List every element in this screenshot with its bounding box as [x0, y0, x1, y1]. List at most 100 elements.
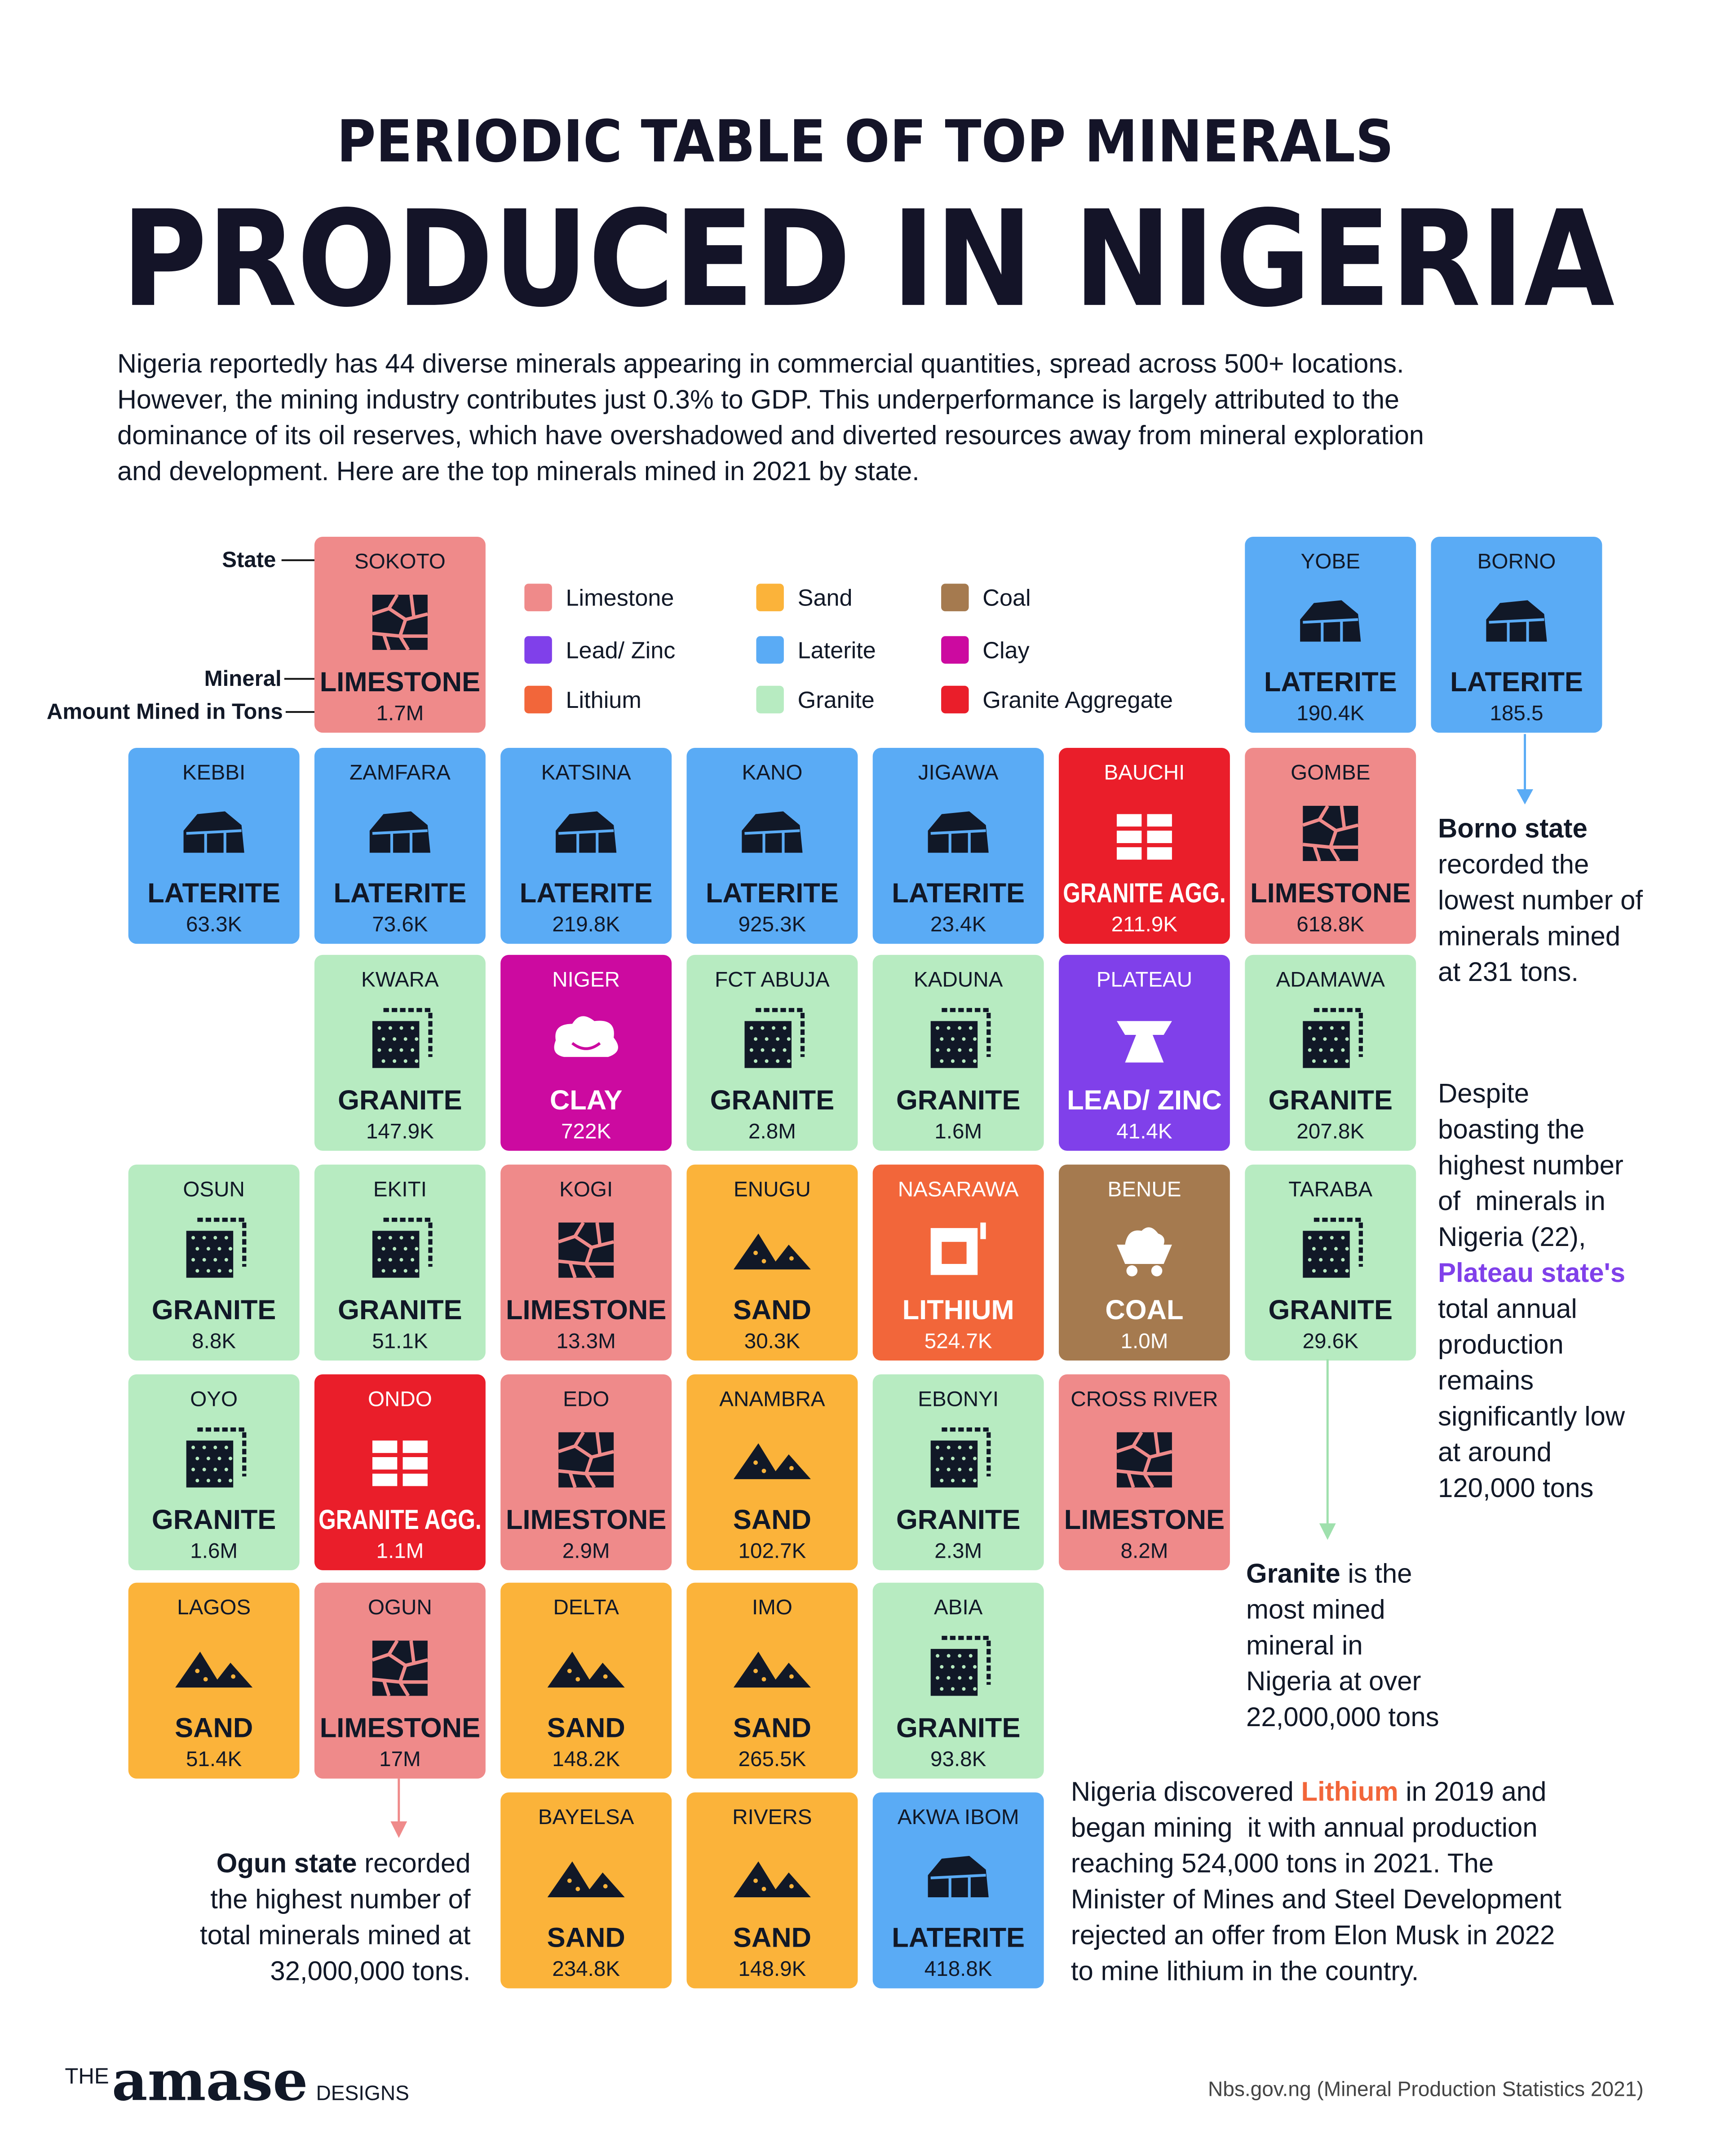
note-text: Despite — [1438, 1078, 1529, 1109]
tile-state: ZAMFARA — [349, 761, 451, 785]
icon — [1330, 1236, 1334, 1240]
icon — [229, 1269, 233, 1273]
tiles: SOKOTO LIMESTONE 1.7M YOBE LATERITE 190.4K BOR… — [128, 537, 1602, 1988]
tile-mineral: LEAD/ ZINC — [1067, 1085, 1222, 1116]
legend-swatch — [756, 583, 784, 611]
note-text: Nigeria (22), — [1438, 1222, 1586, 1252]
icon — [951, 1059, 955, 1063]
icon — [962, 1037, 966, 1041]
tile-mineral: SAND — [733, 1922, 811, 1953]
note-text: rejected an offer from Elon Musk in 2022 — [1071, 1920, 1555, 1950]
icon — [1345, 1059, 1349, 1063]
icon — [1117, 847, 1142, 860]
icon — [224, 1236, 228, 1240]
tile-amount: 418.8K — [924, 1957, 992, 1981]
icon — [761, 1259, 766, 1264]
guide: State Mineral Amount Mined in Tons — [47, 548, 338, 724]
tile-state: TARABA — [1288, 1177, 1372, 1201]
tile: EDO LIMESTONE 2.9M — [500, 1374, 672, 1570]
icon — [958, 1467, 962, 1471]
icon — [202, 1445, 206, 1449]
tile-state: ANAMBRA — [719, 1387, 825, 1411]
icon — [202, 1258, 206, 1262]
icon — [969, 1676, 973, 1680]
icon — [1334, 1247, 1338, 1251]
icon — [761, 1468, 766, 1473]
tile-mineral: GRANITE AGG. — [1063, 878, 1225, 909]
note-line: lowest number of — [1438, 885, 1643, 915]
icon — [942, 1008, 991, 1057]
icon — [761, 1677, 766, 1682]
tile-amount: 1.6M — [934, 1119, 982, 1143]
tile-state: IMO — [752, 1595, 792, 1619]
tile-mineral: SAND — [733, 1294, 811, 1325]
note-text: Ogun state — [217, 1848, 357, 1878]
icon — [1308, 1048, 1312, 1052]
tile-amount: 148.9K — [738, 1957, 806, 1981]
tile-mineral: GRANITE — [1268, 1294, 1392, 1325]
tile-mineral: LIMESTONE — [506, 1294, 666, 1325]
icon — [936, 1467, 940, 1471]
icon — [1334, 1269, 1338, 1273]
icon — [571, 1042, 601, 1050]
icon — [411, 1236, 415, 1240]
icon — [411, 1258, 415, 1262]
icon — [1334, 1037, 1338, 1041]
icon — [558, 1431, 615, 1489]
note-line: 120,000 tons — [1438, 1473, 1593, 1503]
icon — [567, 1669, 572, 1674]
tile: JIGAWA LATERITE 23.4K — [872, 748, 1044, 944]
note-text: at 231 tons. — [1438, 957, 1579, 987]
tile-mineral: SAND — [733, 1713, 811, 1744]
icon — [958, 1026, 962, 1030]
tile-mineral: GRANITE — [896, 1504, 1020, 1535]
icon — [969, 1445, 973, 1449]
icon — [951, 1479, 955, 1483]
tile-amount: 722K — [561, 1119, 611, 1143]
icon — [1323, 1037, 1327, 1041]
icon — [388, 1236, 392, 1240]
icon — [942, 1635, 991, 1685]
note-line: remains — [1438, 1365, 1534, 1396]
tile-amount: 234.8K — [552, 1957, 620, 1981]
icon — [377, 1026, 381, 1030]
tile-amount: 1.1M — [376, 1539, 424, 1563]
tile-mineral: LITHIUM — [902, 1294, 1014, 1325]
arrow-head — [1319, 1523, 1336, 1540]
tile-mineral: GRANITE — [338, 1085, 462, 1116]
icon — [372, 1440, 398, 1453]
tile-state: NASARAWA — [898, 1177, 1019, 1201]
intro-line: However, the mining industry contributes… — [117, 384, 1399, 414]
tile-state: EKITI — [373, 1177, 427, 1201]
icon — [1308, 1026, 1312, 1030]
icon — [388, 1048, 392, 1052]
note-line: at around — [1438, 1437, 1552, 1467]
icon — [973, 1037, 977, 1041]
tile-state: KADUNA — [914, 968, 1003, 991]
icon — [789, 1256, 794, 1261]
icon — [958, 1654, 962, 1658]
note-text: significantly low — [1438, 1401, 1625, 1431]
icon — [197, 1427, 247, 1477]
tile: DELTA SAND 148.2K — [500, 1582, 672, 1779]
icon — [381, 1059, 385, 1063]
icon — [558, 829, 614, 853]
tile-mineral: SAND — [547, 1922, 625, 1953]
tile-state: KEBBI — [182, 761, 245, 785]
tile-state: SOKOTO — [354, 550, 446, 574]
icon — [1319, 1048, 1323, 1052]
tile-mineral: GRANITE — [710, 1085, 834, 1116]
brand-the: THE — [65, 2064, 109, 2089]
tile-mineral: LATERITE — [147, 878, 280, 909]
icon — [195, 1247, 199, 1251]
icon — [1117, 1244, 1172, 1264]
icon — [567, 1878, 572, 1883]
tile-state: FCT ABUJA — [715, 968, 830, 991]
note-line: recorded the — [1438, 849, 1589, 879]
tile: NASARAWA LITHIUM 524.7K — [872, 1164, 1044, 1361]
icon — [973, 1059, 977, 1063]
icon — [372, 595, 428, 650]
tile-mineral: SAND — [547, 1713, 625, 1744]
icon — [789, 1884, 794, 1889]
